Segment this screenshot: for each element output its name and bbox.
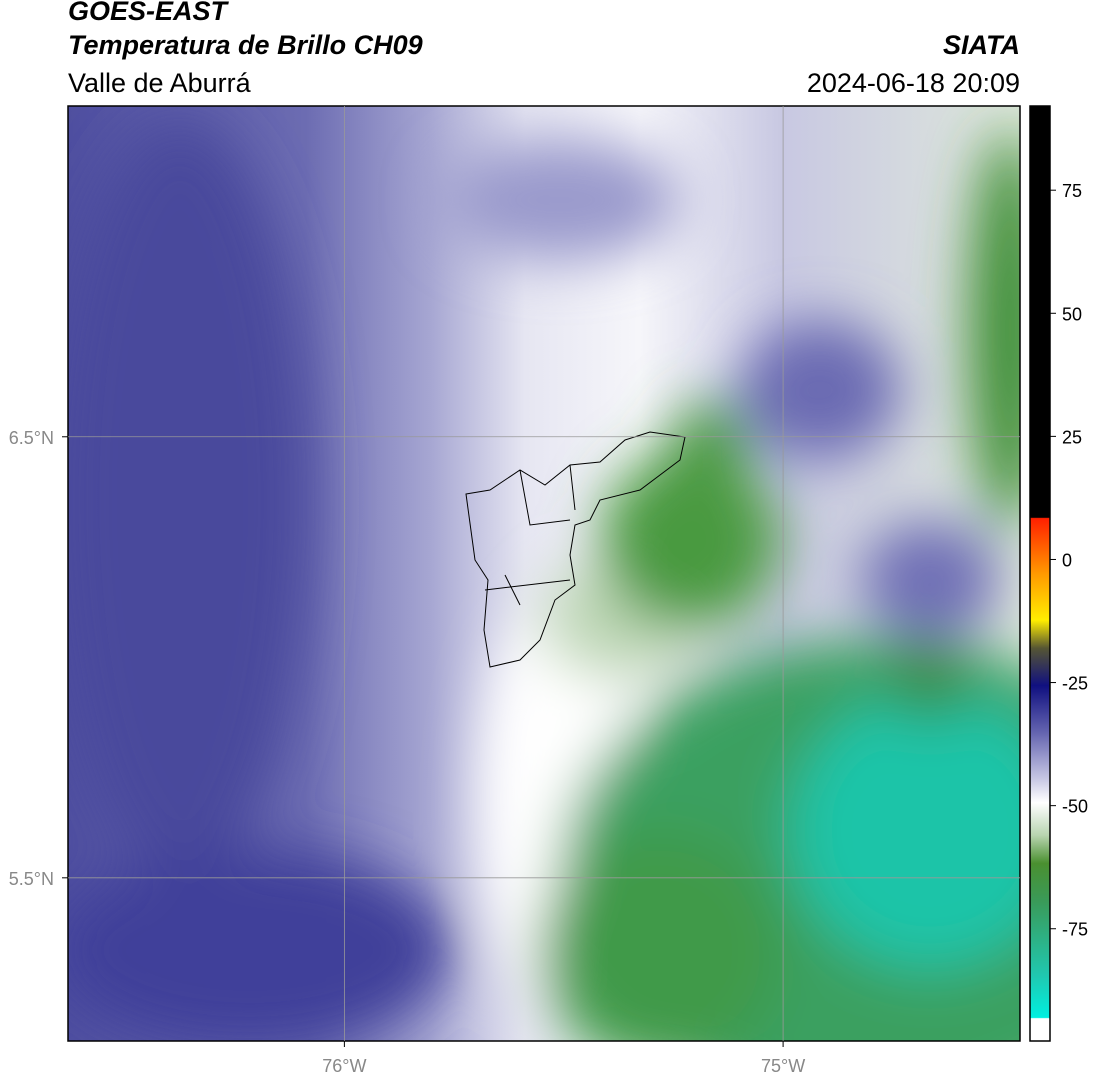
colorbar	[1029, 105, 1051, 1042]
map-frame	[67, 105, 1021, 1042]
colorbar-tick-label: -25	[1062, 674, 1088, 694]
colorbar-tick-label: 25	[1062, 427, 1082, 447]
x-tick-label: 75°W	[761, 1056, 805, 1076]
colorbar-tick-label: -50	[1062, 797, 1088, 817]
source: SIATA	[943, 30, 1020, 60]
title: GOES-EAST	[68, 0, 230, 26]
colorbar-tick-label: 75	[1062, 181, 1082, 201]
y-tick-label: 5.5°N	[9, 869, 54, 889]
colorbar-tick-label: -75	[1062, 920, 1088, 940]
colorbar-tick-label: 50	[1062, 304, 1082, 324]
region: Valle de Aburrá	[68, 68, 252, 98]
subtitle: Temperatura de Brillo CH09	[68, 30, 423, 60]
municipal-boundaries	[465, 431, 686, 668]
x-tick-label: 76°W	[322, 1056, 366, 1076]
datetime: 2024-06-18 20:09	[807, 68, 1020, 98]
y-tick-label: 6.5°N	[9, 428, 54, 448]
colorbar-tick-label: 0	[1062, 550, 1072, 570]
satellite-image	[68, 106, 1020, 1041]
